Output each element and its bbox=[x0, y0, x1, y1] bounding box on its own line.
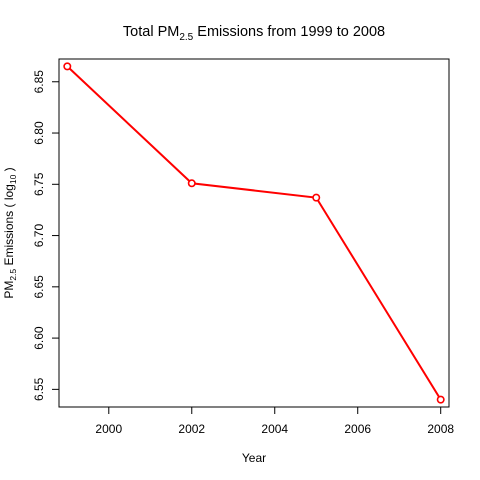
chart-title-suffix: Emissions from 1999 to 2008 bbox=[193, 24, 385, 40]
x-tick-label-2: 2004 bbox=[261, 422, 288, 436]
y-axis-label-middle: Emissions ( log bbox=[2, 184, 16, 269]
x-tick-label-4: 2008 bbox=[427, 422, 454, 436]
x-tick-label-3: 2006 bbox=[344, 422, 371, 436]
plot-frame bbox=[58, 58, 450, 408]
x-tick-label-0: 2000 bbox=[95, 422, 122, 436]
y-tick-label-4: 6.75 bbox=[32, 172, 46, 196]
series-layer bbox=[63, 62, 445, 404]
data-point-2 bbox=[312, 193, 321, 202]
y-axis-label: PM2.5 Emissions ( log10 ) bbox=[2, 167, 18, 298]
y-tick-label-6: 6.85 bbox=[32, 70, 46, 94]
y-axis-label-prefix: PM bbox=[2, 281, 16, 299]
chart-title-subscript: 2.5 bbox=[179, 32, 193, 43]
x-tick-label-1: 2002 bbox=[178, 422, 205, 436]
series-line-0 bbox=[66, 65, 442, 401]
y-tick-label-0: 6.55 bbox=[32, 377, 46, 401]
x-axis-label: Year bbox=[242, 451, 266, 465]
y-tick-label-1: 6.60 bbox=[32, 326, 46, 350]
y-tick-label-3: 6.70 bbox=[32, 224, 46, 248]
data-point-1 bbox=[187, 179, 196, 188]
y-tick-label-5: 6.80 bbox=[32, 121, 46, 145]
data-point-3 bbox=[436, 395, 445, 404]
y-axis-label-subscript2: 10 bbox=[8, 174, 18, 184]
y-axis: 6.55 6.60 6.65 6.70 6.75 6.80 6.85 bbox=[32, 70, 59, 401]
data-point-0 bbox=[63, 62, 72, 71]
y-axis-label-suffix: ) bbox=[2, 167, 16, 174]
chart-title-prefix: Total PM bbox=[123, 24, 179, 40]
chart-title: Total PM2.5 Emissions from 1999 to 2008 bbox=[123, 24, 385, 43]
x-axis: 2000 2002 2004 2006 2008 bbox=[95, 407, 454, 436]
y-tick-label-2: 6.65 bbox=[32, 275, 46, 299]
y-axis-label-subscript: 2.5 bbox=[8, 269, 18, 281]
